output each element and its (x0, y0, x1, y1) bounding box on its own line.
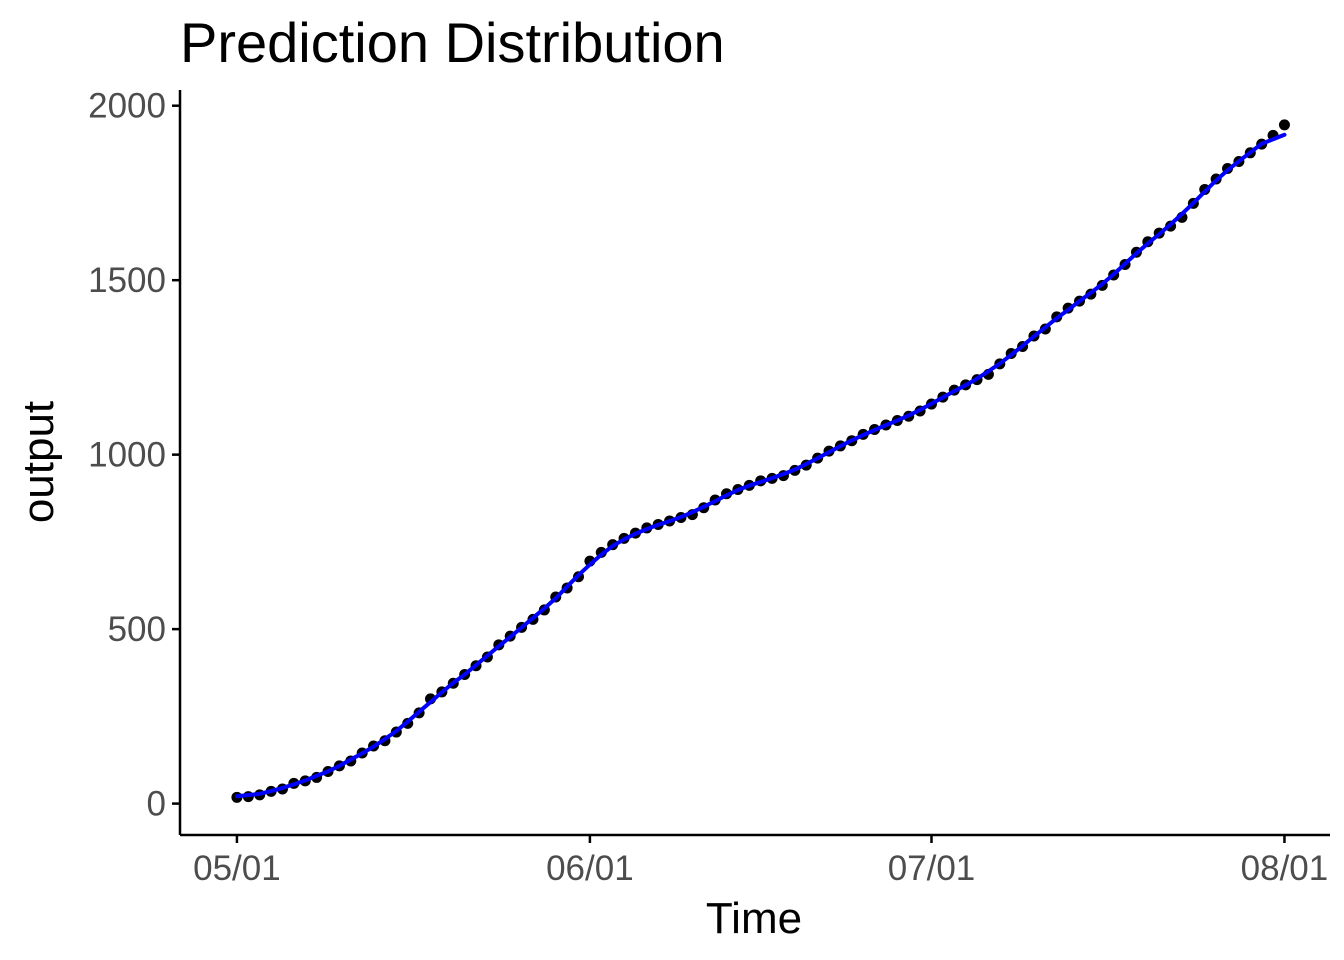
x-tick-label: 08/01 (1241, 849, 1329, 888)
y-tick-label: 2000 (88, 87, 166, 126)
chart-title: Prediction Distribution (180, 11, 725, 74)
y-axis-title: output (14, 401, 63, 523)
plot-area (231, 119, 1290, 803)
y-tick-label: 1000 (88, 436, 166, 475)
x-axis-ticks: 05/01 06/01 07/01 08/01 (193, 835, 1328, 888)
x-tick-label: 07/01 (888, 849, 976, 888)
y-axis-ticks: 0 500 1000 1500 2000 (88, 87, 180, 824)
x-axis-title: Time (706, 894, 802, 943)
y-tick-label: 0 (147, 785, 166, 824)
trend-line (234, 132, 1287, 799)
x-tick-label: 05/01 (193, 849, 281, 888)
x-tick-label: 06/01 (546, 849, 634, 888)
y-tick-label: 500 (108, 610, 166, 649)
data-point (1278, 119, 1290, 131)
y-tick-label: 1500 (88, 261, 166, 300)
